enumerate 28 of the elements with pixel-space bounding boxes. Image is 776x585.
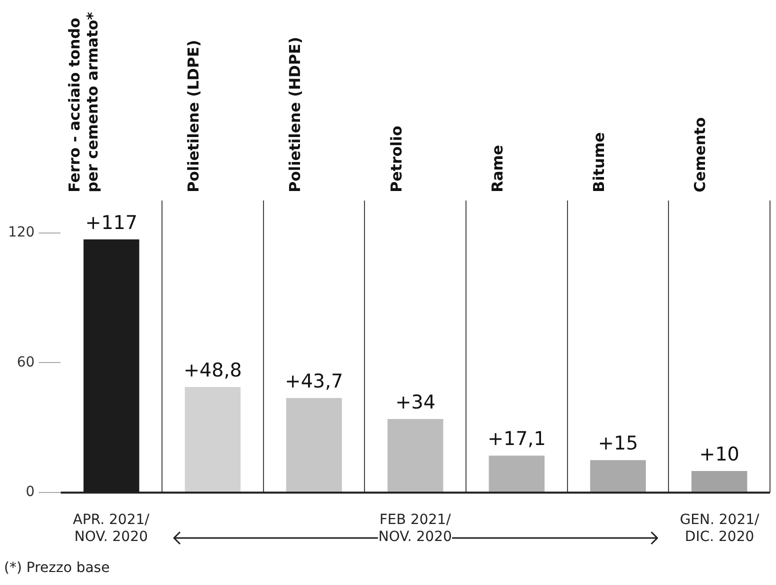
text: APR. 2021/ NOV. 2020 (72, 512, 150, 546)
category-label: Ferro - acciaio tondo (65, 18, 84, 192)
text: FEB 2021/ NOV. 2020 (378, 512, 452, 546)
bar (184, 386, 241, 492)
x-tick-label: Polietilene (LDPE) (184, 40, 203, 192)
y-tick-label: 60 (16, 354, 35, 370)
y-tick-label: 0 (26, 484, 35, 500)
x-tick-label: Rame (488, 144, 507, 192)
data-label: +15 (598, 432, 638, 455)
x-tick-label: Bitume (590, 132, 608, 192)
bar (488, 456, 545, 492)
x-tick-label: Cemento (691, 117, 710, 192)
data-label: +17,1 (488, 428, 546, 450)
bar (387, 419, 444, 492)
bar (691, 470, 748, 492)
text: GEN. 2021/ DIC. 2020 (680, 512, 760, 546)
text: (*) Prezzo base (4, 560, 110, 577)
x-tick-label: Petrolio (387, 126, 406, 192)
data-label: +117 (85, 212, 138, 234)
bar (286, 398, 342, 492)
y-tick-label: 120 (8, 224, 35, 240)
bar (590, 460, 646, 492)
category-label: per cemento armato* (83, 12, 102, 192)
data-label: +48,8 (184, 359, 242, 382)
data-label: +43,7 (284, 370, 344, 392)
x-tick-label: Polietilene (HDPE) (286, 36, 304, 192)
data-label: +10 (699, 443, 740, 466)
data-label: +34 (395, 391, 436, 414)
